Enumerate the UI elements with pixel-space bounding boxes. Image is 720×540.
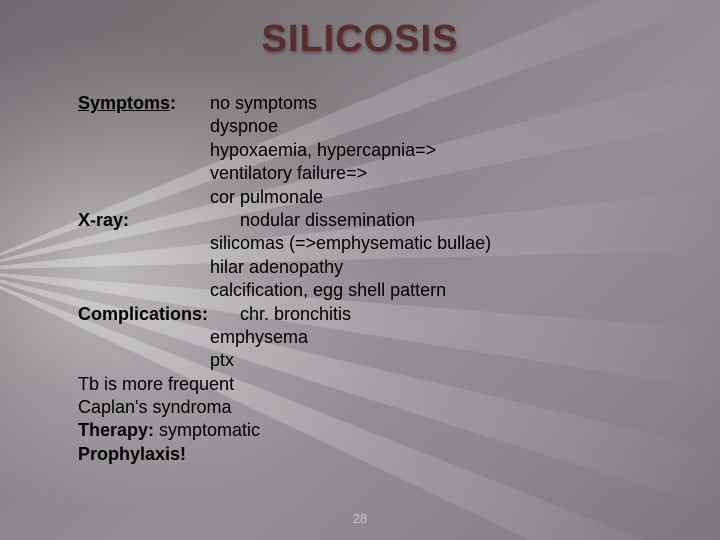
slide-title: SILICOSIS bbox=[0, 0, 720, 61]
page-number: 28 bbox=[0, 511, 720, 526]
